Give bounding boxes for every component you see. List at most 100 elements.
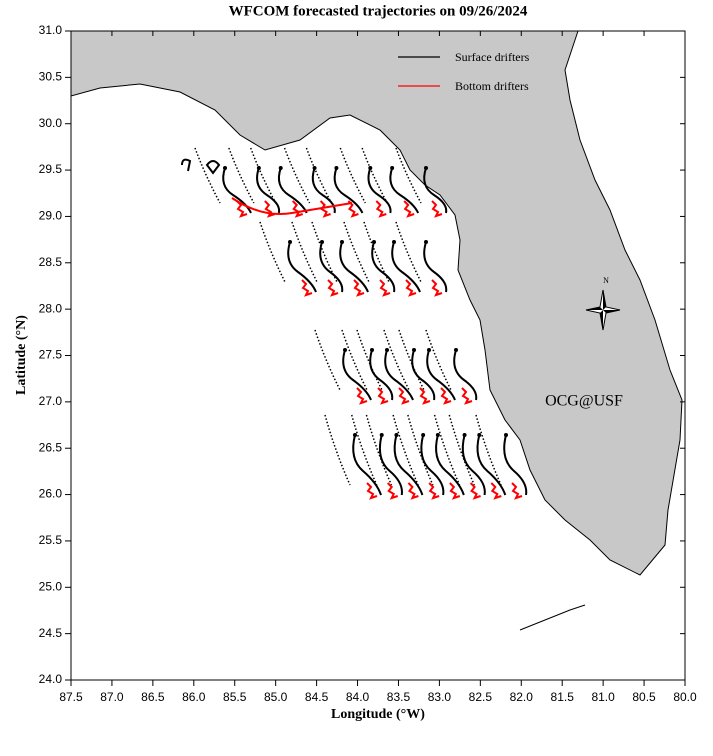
surface-trajectory (476, 434, 507, 496)
bottom-trajectory (387, 482, 399, 500)
y-tick-label: 27.5 (39, 348, 63, 362)
drifter-trajectories (181, 147, 528, 500)
surface-trajectory (423, 241, 448, 293)
surface-trajectory (426, 349, 456, 401)
y-axis-label: Latitude (°N) (14, 315, 29, 395)
y-tick-label: 24.5 (39, 626, 63, 640)
bottom-trajectory (292, 200, 304, 218)
surface-trajectory (352, 434, 382, 496)
y-tick-label: 25.5 (39, 533, 63, 547)
surface-trajectory (319, 241, 344, 293)
surface-trajectory-dotted (356, 329, 383, 391)
surface-trajectory (393, 434, 424, 496)
map-title: WFCOM forecasted trajectories on 09/26/2… (229, 3, 528, 19)
surface-trajectory-dotted (250, 147, 277, 204)
drifter-start (421, 433, 426, 437)
surface-trajectory (371, 241, 396, 293)
y-tick-label: 26.0 (39, 487, 63, 501)
bottom-trajectory (419, 387, 431, 405)
surface-trajectory (453, 349, 478, 401)
bottom-trajectory (236, 200, 248, 218)
bottom-trajectory (511, 482, 523, 500)
surface-trajectory (367, 167, 392, 214)
land (70, 30, 683, 576)
surface-trajectory-dotted (425, 329, 452, 391)
keys (519, 604, 586, 631)
surface-trajectory-dotted (383, 329, 410, 391)
bottom-trajectory (440, 387, 452, 405)
compass: N (585, 276, 621, 331)
bottom-trajectory (431, 279, 443, 297)
bottom-trajectory (353, 279, 365, 297)
surface-trajectory (256, 167, 281, 214)
surface-trajectory (389, 167, 420, 214)
drifter-start (340, 240, 344, 244)
surface-trajectory-dotted (305, 147, 333, 204)
surface-trajectory-dotted (361, 147, 388, 204)
drifter-start (334, 166, 339, 170)
x-tick-label: 80.5 (632, 690, 656, 704)
bottom-trajectory (403, 200, 415, 218)
y-tick-label: 28.0 (39, 301, 63, 315)
drifter-start (372, 240, 376, 244)
y-tick-label: 30.0 (39, 116, 63, 130)
surface-trajectory (411, 349, 436, 401)
surface-trajectory-dotted (314, 329, 341, 391)
x-tick-label: 84.0 (346, 690, 370, 704)
x-tick-label: 85.0 (264, 690, 288, 704)
drifter-start (278, 166, 283, 170)
y-tick-label: 29.0 (39, 209, 63, 223)
drifter-start (320, 240, 324, 244)
drifter-start (385, 348, 389, 352)
bottom-trajectory (356, 387, 368, 405)
drifter-start (462, 433, 467, 437)
drifter-start (394, 433, 399, 437)
drifter-start (288, 240, 292, 244)
drifter-start (424, 166, 428, 170)
x-tick-label: 85.5 (223, 690, 247, 704)
x-axis-label: Longitude (°W) (331, 707, 425, 722)
x-tick-label: 87.5 (59, 690, 83, 704)
surface-trajectory (311, 167, 336, 214)
x-tick-label: 83.0 (428, 690, 452, 704)
surface-trajectory-dotted (291, 221, 318, 283)
drifter-start (454, 348, 458, 352)
y-tick-label: 26.5 (39, 440, 63, 454)
surface-trajectory-dotted (392, 414, 419, 486)
bottom-trajectory (347, 200, 359, 218)
bottom-trajectory (379, 279, 391, 297)
surface-trajectory (423, 167, 448, 214)
drifter-start (427, 348, 431, 352)
bottom-trajectory (407, 482, 419, 500)
x-tick-label: 80.0 (673, 690, 697, 704)
surface-trajectory (384, 349, 414, 401)
legend-label: Surface drifters (455, 50, 530, 64)
x-tick-label: 83.5 (387, 690, 411, 704)
surface-trajectory (503, 434, 528, 496)
drifter-start (343, 348, 347, 352)
bottom-trajectory (264, 200, 276, 218)
bottom-trajectory (327, 279, 339, 297)
surface-trajectory-dotted (448, 414, 475, 486)
y-tick-label: 25.0 (39, 579, 63, 593)
drifter-start (223, 166, 227, 170)
surface-trajectory (378, 434, 403, 496)
y-tick-label: 27.0 (39, 394, 63, 408)
surface-trajectory-dotted (395, 147, 422, 204)
drifter-start (477, 433, 482, 437)
surface-trajectory-dotted (363, 221, 390, 283)
bottom-trajectory (469, 482, 481, 500)
surface-trajectory (339, 241, 369, 293)
surface-trajectory-dotted (194, 147, 221, 204)
x-tick-label: 81.0 (591, 690, 615, 704)
bottom-trajectory (398, 387, 410, 405)
legend-label: Bottom drifters (455, 79, 529, 93)
drifter-start (504, 433, 508, 437)
compass-fill (586, 290, 620, 330)
surface-trajectory-dotted (259, 221, 286, 283)
surface-trajectory-dotted (343, 221, 370, 283)
y-tick-label: 30.5 (39, 70, 63, 84)
y-tick-label: 31.0 (39, 23, 63, 37)
